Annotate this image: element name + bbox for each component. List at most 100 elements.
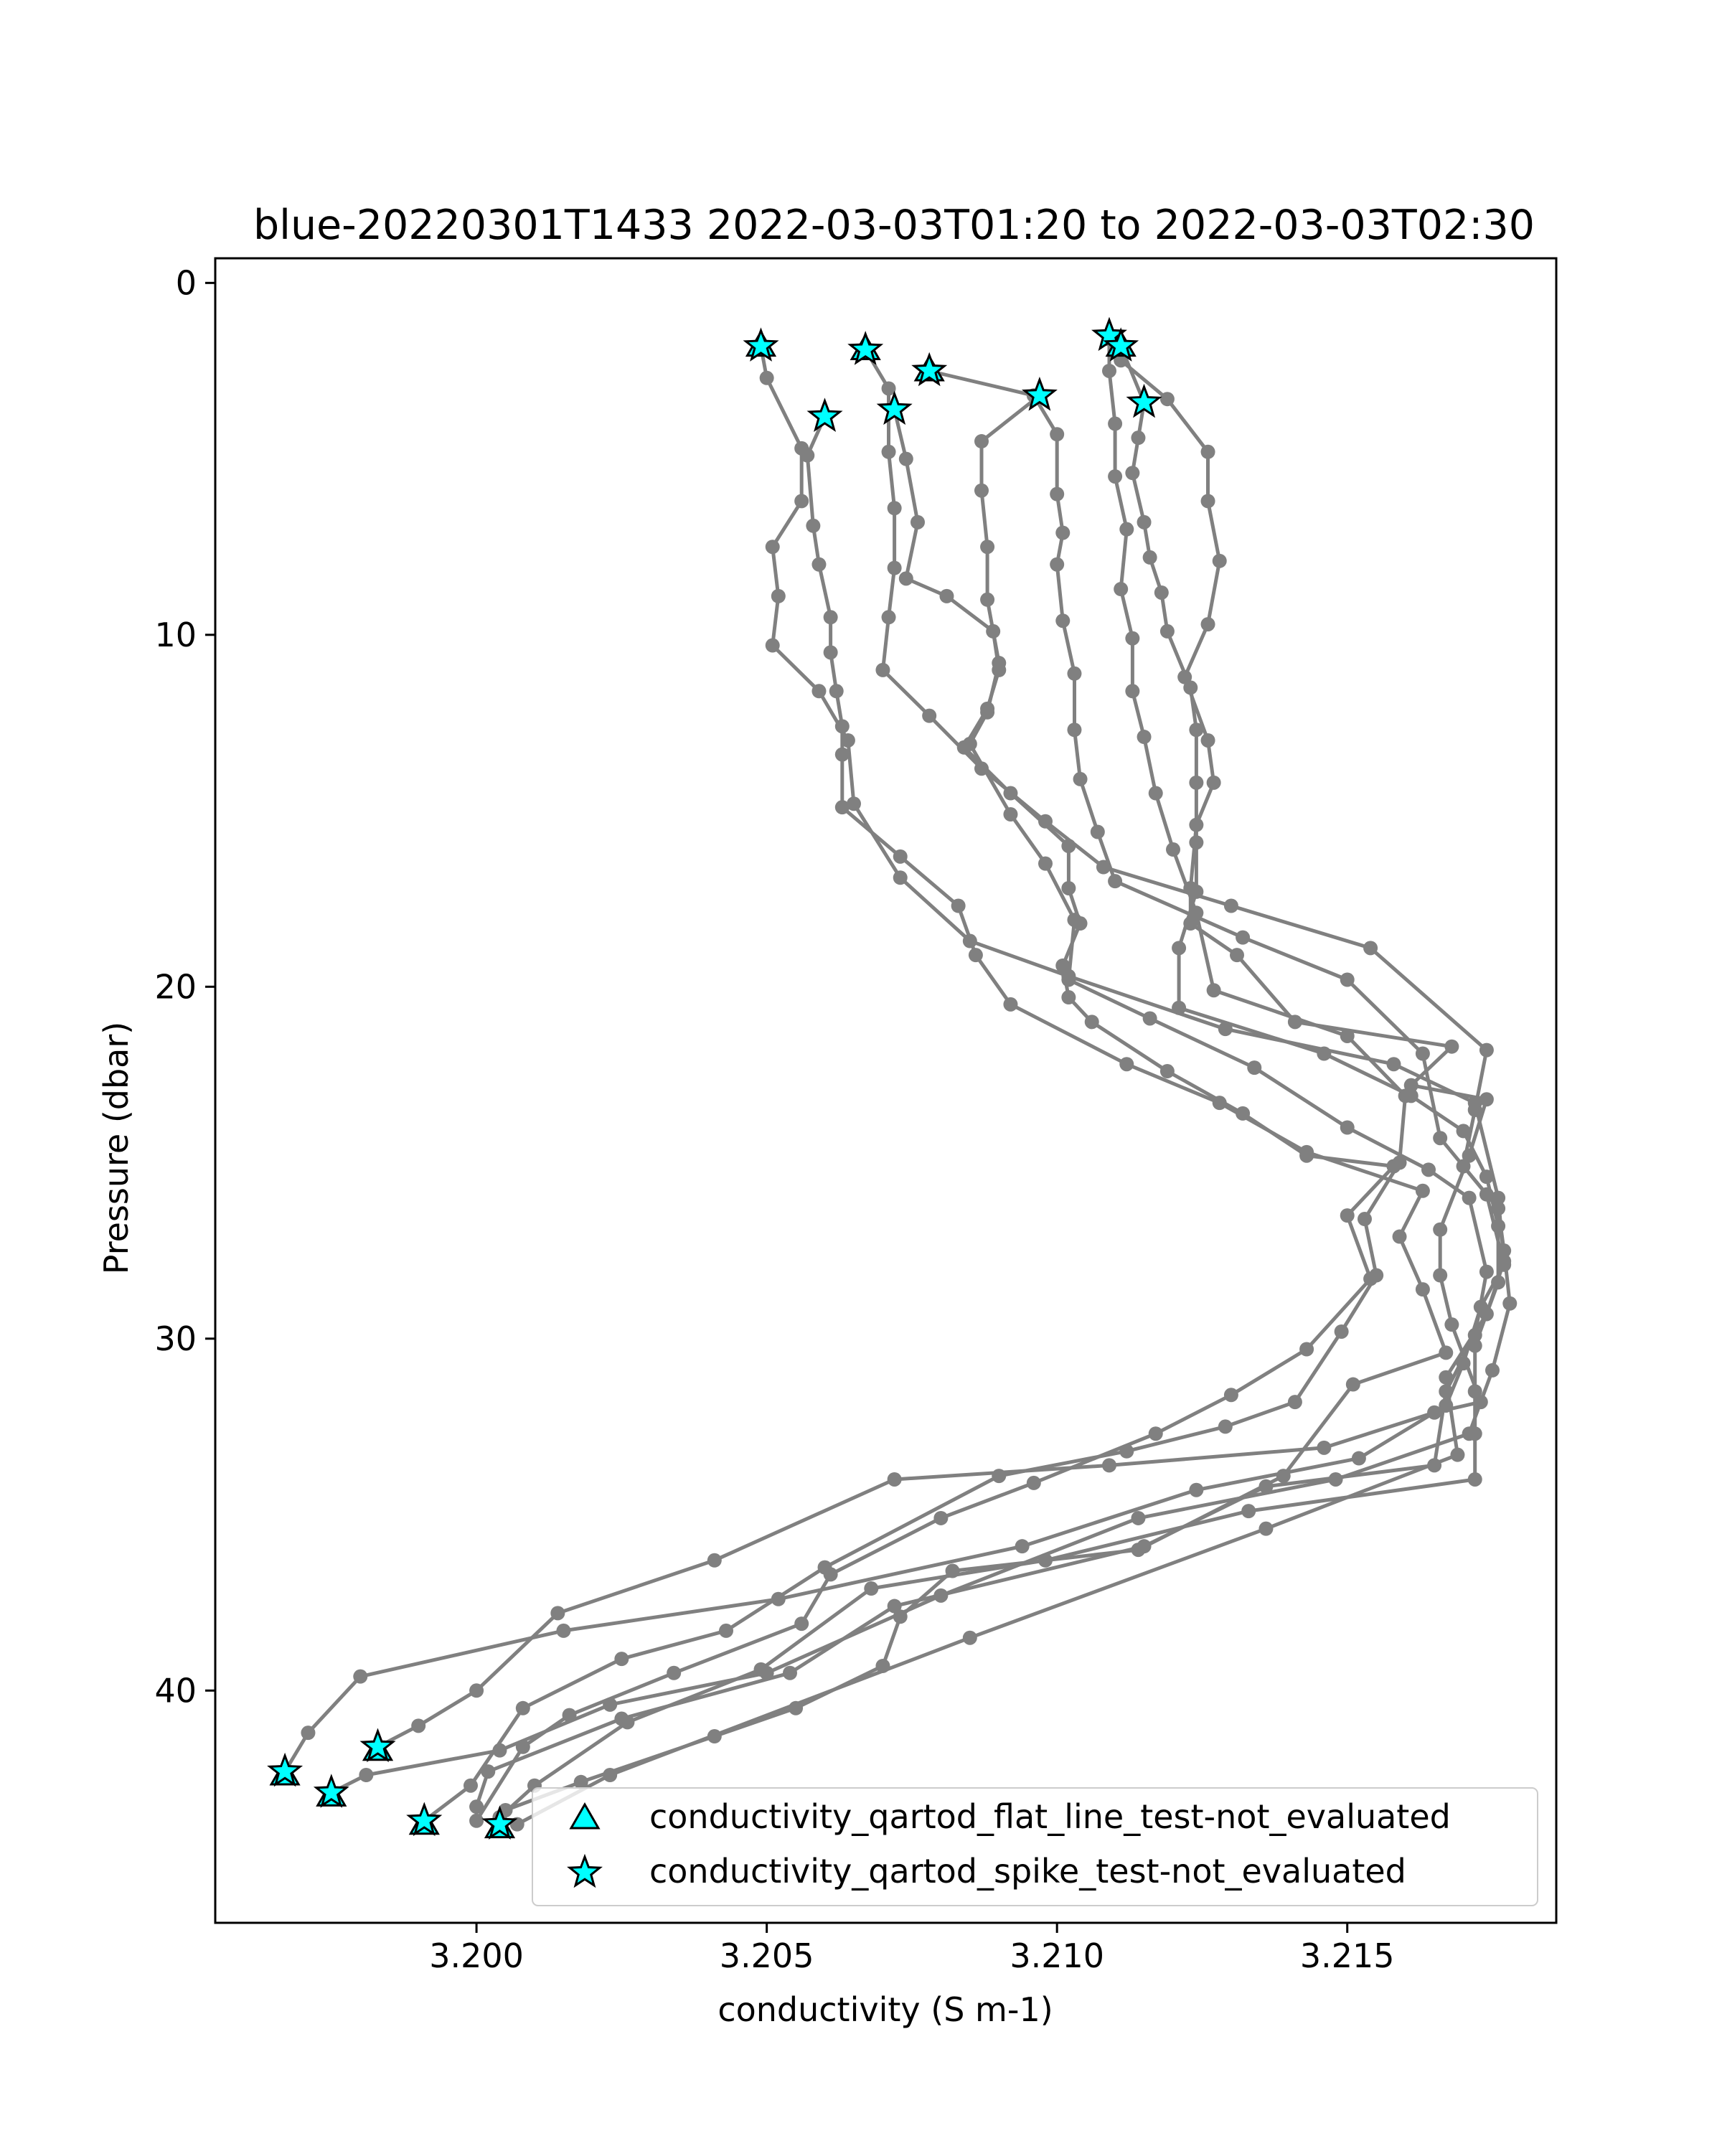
data-point [1467, 1327, 1482, 1342]
data-point [1073, 771, 1088, 786]
data-point [1142, 550, 1157, 565]
data-point [1073, 916, 1088, 931]
data-point [1415, 1282, 1430, 1297]
x-tick-label: 3.205 [720, 1936, 814, 1975]
data-point [1189, 905, 1204, 921]
data-point [1038, 814, 1053, 829]
data-point [1415, 1046, 1430, 1061]
data-point [667, 1665, 682, 1680]
data-point [1287, 1395, 1302, 1410]
data-point [1189, 1482, 1204, 1497]
data-point [1159, 623, 1175, 639]
data-point [887, 501, 902, 516]
data-point [1166, 842, 1180, 857]
data-point [1206, 983, 1221, 998]
data-point [1299, 1342, 1314, 1357]
data-point [1358, 1212, 1372, 1227]
data-point [834, 719, 850, 734]
data-point [1084, 1015, 1099, 1030]
data-point [1491, 1275, 1506, 1290]
data-point [1421, 1162, 1436, 1177]
data-point [823, 1567, 838, 1582]
data-point [1247, 1060, 1262, 1075]
data-point [1090, 824, 1105, 839]
data-point [469, 1799, 484, 1814]
data-point [1142, 1011, 1157, 1026]
data-point [765, 638, 780, 653]
spike-flag-star [313, 1774, 349, 1808]
data-point [1427, 1405, 1442, 1420]
x-tick-label: 3.210 [1010, 1936, 1104, 1975]
data-point [556, 1623, 571, 1638]
data-point [1363, 1271, 1378, 1286]
data-point [1439, 1384, 1454, 1399]
data-point [887, 560, 902, 575]
spike-flag-star [481, 1805, 518, 1840]
x-tick-label: 3.200 [429, 1936, 524, 1975]
data-point [1055, 525, 1071, 540]
data-point [834, 800, 850, 815]
data-point [1218, 1419, 1233, 1434]
data-point [1223, 1388, 1238, 1403]
data-point [898, 571, 913, 586]
data-point [1102, 363, 1116, 378]
data-point [1003, 786, 1018, 801]
data-point [614, 1652, 629, 1667]
data-point [1276, 1469, 1291, 1484]
data-point [1003, 997, 1018, 1012]
data-point [1125, 466, 1140, 481]
data-point [847, 796, 861, 811]
data-point [992, 662, 1007, 677]
data-point [1479, 1264, 1494, 1279]
data-point [614, 1711, 629, 1726]
data-point [980, 540, 995, 555]
data-point [1212, 553, 1227, 568]
y-tick-label: 40 [154, 1671, 197, 1710]
spike-flag-star [267, 1752, 304, 1787]
data-point [794, 1616, 809, 1632]
data-point [1108, 416, 1123, 431]
data-point [1467, 1426, 1482, 1441]
data-point [1479, 1092, 1494, 1107]
data-point [1061, 990, 1076, 1005]
spike-flag-star [743, 327, 779, 362]
data-point [881, 444, 896, 459]
plot-frame [214, 257, 1558, 1924]
x-axis-label: conductivity (S m-1) [718, 1990, 1053, 2029]
data-point [1050, 486, 1065, 502]
data-point [980, 592, 995, 607]
data-point [707, 1553, 722, 1568]
legend-box [532, 1787, 1538, 1906]
data-point [1334, 1324, 1349, 1339]
data-point [800, 448, 815, 463]
spike-flag-star [406, 1802, 443, 1837]
data-point [1189, 775, 1204, 790]
data-point [875, 1658, 890, 1673]
data-point [806, 518, 821, 533]
data-point [1108, 874, 1123, 889]
data-point [962, 1630, 977, 1645]
data-point [1189, 722, 1204, 738]
data-point [864, 1581, 879, 1596]
data-point [783, 1665, 797, 1680]
data-point [1114, 582, 1129, 597]
data-point [1200, 494, 1215, 509]
spike-flag-star [847, 331, 884, 365]
data-point [1223, 898, 1238, 913]
data-point [1148, 786, 1163, 801]
data-point [1444, 1039, 1459, 1054]
spike-flag-star [806, 397, 843, 432]
y-axis-label: Pressure (dbar) [97, 1022, 136, 1274]
series-line-4 [377, 334, 1489, 1749]
data-point [1189, 884, 1204, 899]
data-point [550, 1606, 565, 1621]
legend-star-symbol [567, 1853, 603, 1888]
data-point [834, 747, 850, 762]
data-point [1038, 856, 1053, 871]
legend: conductivity_qartod_flat_line_test-not_e… [532, 1787, 1538, 1906]
data-point [939, 588, 954, 603]
data-point [1236, 1106, 1251, 1121]
legend-triangle-marker [569, 1802, 601, 1830]
data-point [1502, 1296, 1518, 1311]
data-point [875, 662, 890, 677]
